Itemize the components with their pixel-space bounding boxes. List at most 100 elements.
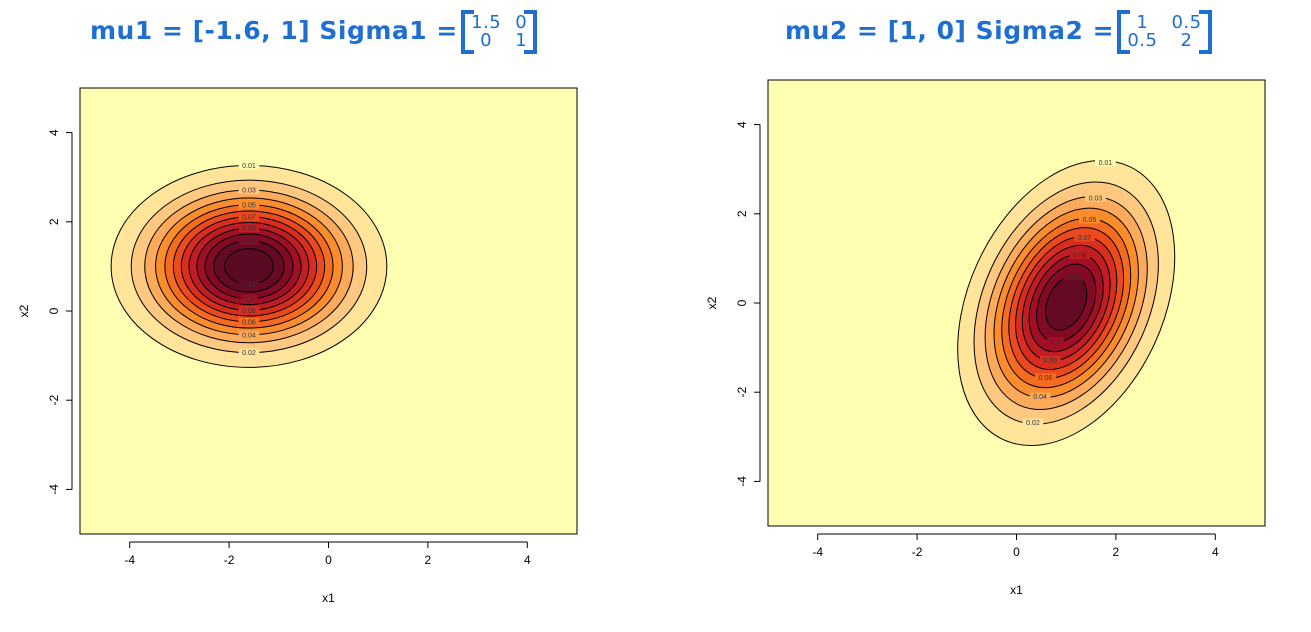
contour-label: 0.11	[242, 238, 255, 245]
contour-label-bg	[238, 236, 260, 245]
contour-label: 0.09	[242, 226, 256, 233]
y-tick-label: -4	[47, 484, 61, 495]
matrix-cell: 0	[515, 12, 528, 33]
matrix-cell: 1.5	[471, 12, 502, 33]
y-tick-label: -4	[735, 476, 749, 487]
contour-label-bg	[238, 224, 260, 233]
contour-label: 0.01	[242, 163, 256, 170]
contour-label: 0.06	[1039, 375, 1053, 382]
x-axis-label: x1	[322, 591, 335, 605]
contour-label: 0.05	[1083, 217, 1097, 224]
contour-line	[1008, 227, 1125, 379]
contour-label: 0.08	[1044, 357, 1058, 364]
contour-label-bg	[1022, 418, 1044, 427]
right-bracket-icon	[524, 10, 538, 54]
contour-label-bg	[1074, 233, 1095, 242]
left-bracket-icon	[461, 10, 475, 54]
x-tick-label: 4	[524, 553, 531, 567]
contour-label-bg	[238, 330, 260, 339]
contour-band	[224, 248, 274, 285]
contour-label: 0.1	[1051, 339, 1061, 346]
contour-label-bg	[1079, 215, 1100, 224]
contour-label-bg	[1035, 373, 1056, 382]
left-bracket-icon	[1117, 10, 1131, 54]
x-tick-label: -2	[912, 545, 923, 559]
plot-frame	[767, 79, 1266, 527]
x-tick-label: 0	[1013, 545, 1020, 559]
panel-1-title: mu1 = [-1.6, 1] Sigma1 = 1.5 0 0 1	[90, 10, 538, 54]
y-tick-label: 0	[735, 299, 749, 306]
matrix-cell: 2	[1180, 30, 1193, 51]
contour-label: 0.12	[242, 282, 256, 289]
contour-line	[1015, 236, 1118, 370]
y-tick-label: 0	[47, 307, 61, 314]
plot-panel-1: 0.01 0.02 0.03 0.04 0.05 0.06 0.07 0.08 0.09 0.1 0…	[17, 87, 578, 605]
contour-label-bg	[1029, 392, 1051, 401]
x-tick-label: 2	[1113, 545, 1120, 559]
panel-2-title-text: mu2 = [1, 0] Sigma2 =	[785, 16, 1115, 45]
panel-2-sigma-matrix: 1 0.5 0.5 2	[1117, 10, 1212, 54]
contour-label-bg	[1039, 355, 1061, 364]
y-tick-label: 4	[47, 129, 61, 136]
matrix-cell: 0.5	[1127, 30, 1158, 51]
x-tick-label: -2	[224, 553, 235, 567]
contour-label-bg	[240, 294, 258, 303]
contour-label: 0.02	[242, 350, 256, 357]
contour-label-bg	[1047, 337, 1064, 346]
contour-label: 0.04	[242, 332, 256, 339]
contour-label: 0.09	[1073, 252, 1087, 259]
panel-2-title: mu2 = [1, 0] Sigma2 = 1 0.5 0.5 2	[785, 10, 1212, 54]
matrix-cell: 1	[515, 30, 528, 51]
y-tick-label: 4	[735, 121, 749, 128]
contour-label: 0.03	[242, 188, 256, 195]
contour-label-bg	[1085, 193, 1106, 202]
contour-label-bg	[238, 280, 260, 289]
contour-label-bg	[238, 212, 260, 221]
contour-line	[993, 207, 1139, 399]
plot-panel-2: 0.01 0.02 0.03 0.04 0.05 0.06 0.07 0.08 0.09 0.1 0…	[705, 79, 1266, 597]
contour-label-bg	[1063, 272, 1085, 281]
y-tick-label: 2	[735, 210, 749, 217]
contour-label-bg	[238, 186, 260, 195]
contour-label: 0.02	[1026, 420, 1040, 427]
contour-label-bg	[238, 161, 260, 170]
contour-label-bg	[1069, 250, 1090, 259]
contour-label-bg	[238, 317, 260, 326]
contour-band	[1045, 275, 1087, 331]
contour-label: 0.11	[1067, 274, 1080, 281]
contour-label-bg	[238, 348, 260, 357]
contour-label: 0.08	[242, 308, 256, 315]
contour-label: 0.04	[1033, 394, 1047, 401]
contour-line	[984, 196, 1148, 410]
contour-label: 0.03	[1089, 195, 1103, 202]
plot-frame	[79, 87, 578, 535]
panel-1-sigma-matrix: 1.5 0 0 1	[461, 10, 538, 54]
contour-label: 0.01	[1099, 160, 1113, 167]
contour-label: 0.1	[244, 296, 254, 303]
contour-label: 0.07	[242, 214, 256, 221]
x-tick-label: 2	[425, 553, 432, 567]
contour-label-bg	[238, 306, 260, 315]
panel-1-title-text: mu1 = [-1.6, 1] Sigma1 =	[90, 16, 458, 45]
x-tick-label: -4	[812, 545, 823, 559]
contour-line	[1001, 217, 1132, 389]
matrix-cell: 1	[1136, 12, 1149, 33]
y-axis-label: x2	[17, 304, 31, 317]
matrix-cell: 0	[480, 30, 493, 51]
right-bracket-icon	[1198, 10, 1212, 54]
x-tick-label: 0	[325, 553, 332, 567]
x-axis-label: x1	[1010, 583, 1023, 597]
contour-line	[957, 160, 1176, 446]
y-tick-label: 2	[47, 218, 61, 225]
contour-line	[973, 181, 1159, 425]
y-axis-label: x2	[705, 296, 719, 309]
y-tick-label: -2	[47, 395, 61, 406]
contour-label: 0.07	[1078, 235, 1092, 242]
contour-label: 0.05	[242, 202, 256, 209]
matrix-cell: 0.5	[1171, 12, 1202, 33]
contour-label-bg	[238, 200, 260, 209]
contour-label-bg	[1094, 158, 1116, 167]
x-tick-label: 4	[1212, 545, 1219, 559]
contour-label: 0.06	[242, 319, 256, 326]
